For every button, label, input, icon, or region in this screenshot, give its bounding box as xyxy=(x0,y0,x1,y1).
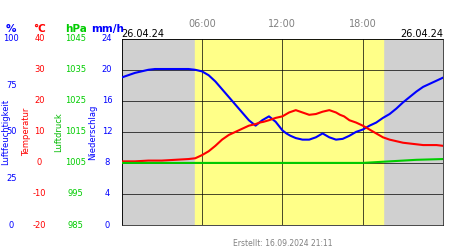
Text: 18:00: 18:00 xyxy=(349,19,377,29)
Text: 10: 10 xyxy=(34,127,45,136)
Text: Temperatur: Temperatur xyxy=(22,108,31,156)
Text: 26.04.24: 26.04.24 xyxy=(122,29,165,39)
Text: mm/h: mm/h xyxy=(90,24,124,34)
Text: Luftdruck: Luftdruck xyxy=(54,112,63,152)
Text: 0: 0 xyxy=(9,220,14,230)
Text: 995: 995 xyxy=(68,190,84,198)
Text: 50: 50 xyxy=(6,127,17,136)
Text: 1045: 1045 xyxy=(65,34,86,43)
Text: 16: 16 xyxy=(102,96,112,105)
Text: 12:00: 12:00 xyxy=(269,19,296,29)
Text: Niederschlag: Niederschlag xyxy=(88,104,97,160)
Text: 40: 40 xyxy=(34,34,45,43)
Text: 30: 30 xyxy=(34,65,45,74)
Text: 1015: 1015 xyxy=(65,127,86,136)
Text: 20: 20 xyxy=(102,65,112,74)
Text: 26.04.24: 26.04.24 xyxy=(400,29,443,39)
Text: Erstellt: 16.09.2024 21:11: Erstellt: 16.09.2024 21:11 xyxy=(233,239,332,248)
Text: 75: 75 xyxy=(6,81,17,90)
Text: 20: 20 xyxy=(34,96,45,105)
Text: 1025: 1025 xyxy=(65,96,86,105)
Text: -20: -20 xyxy=(33,220,46,230)
Bar xyxy=(195,39,383,225)
Text: 4: 4 xyxy=(104,190,110,198)
Text: 24: 24 xyxy=(102,34,112,43)
Text: %: % xyxy=(6,24,17,34)
Text: hPa: hPa xyxy=(65,24,86,34)
Text: Luftfeuchtigkeit: Luftfeuchtigkeit xyxy=(1,99,10,165)
Text: 100: 100 xyxy=(4,34,19,43)
Text: 1035: 1035 xyxy=(65,65,86,74)
Text: -10: -10 xyxy=(33,190,46,198)
Text: 0: 0 xyxy=(104,220,110,230)
Text: 25: 25 xyxy=(6,174,17,183)
Text: °C: °C xyxy=(33,24,46,34)
Text: 06:00: 06:00 xyxy=(188,19,216,29)
Text: 0: 0 xyxy=(37,158,42,168)
Text: 12: 12 xyxy=(102,127,112,136)
Text: 8: 8 xyxy=(104,158,110,168)
Text: 1005: 1005 xyxy=(65,158,86,168)
Text: 985: 985 xyxy=(68,220,84,230)
